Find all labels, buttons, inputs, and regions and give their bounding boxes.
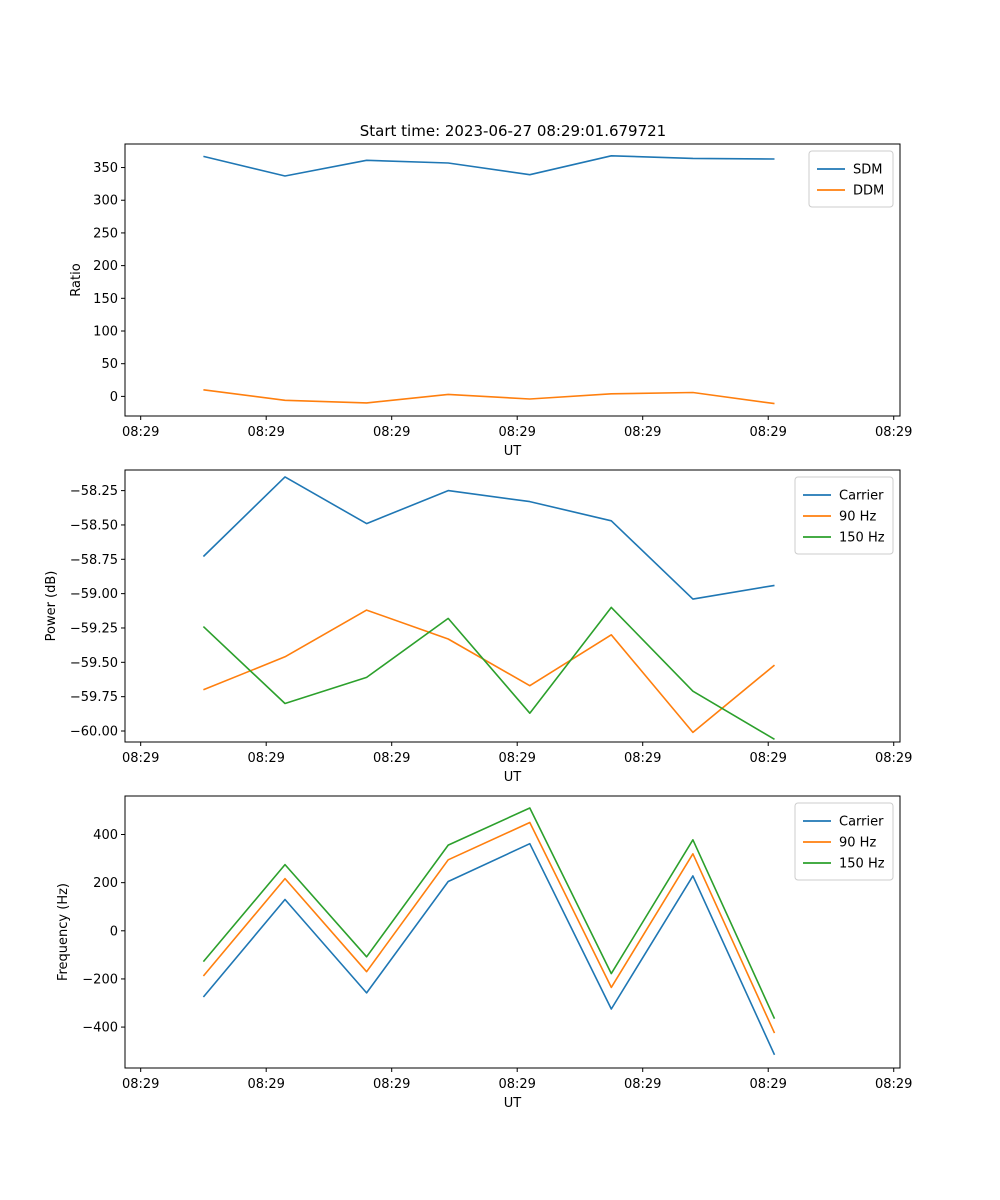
- panel-3-y-tick-label: −200: [82, 972, 118, 987]
- panel-2-x-tick-label: 08:29: [498, 751, 535, 766]
- panel-3-x-tick-label: 08:29: [247, 1077, 284, 1092]
- panel-2-y-tick-label: −59.25: [70, 621, 118, 636]
- panel-2-series-90-hz: [203, 609, 776, 734]
- panel-2-x-tick-label: 08:29: [122, 751, 159, 766]
- panel-1-y-tick-label: 300: [93, 194, 118, 209]
- panel-2-legend-box: [794, 476, 894, 555]
- panel-3-legend: Carrier 90 Hz 150 Hz: [794, 802, 894, 881]
- panel-2-y-tick-label: −58.25: [70, 484, 118, 499]
- panel-2-y-tick-label: −59.50: [70, 656, 118, 671]
- panel-3-x-tick-label: 08:29: [624, 1077, 661, 1092]
- panel-1-legend: SDM DDM: [808, 150, 894, 208]
- panel-3-legend-label-90-hz: 90 Hz: [839, 836, 876, 851]
- panel-2-y-tick-label: −59.00: [70, 587, 118, 602]
- panel-3-series-150-hz: [202, 807, 776, 1020]
- panel-1-y-tick-label: 250: [93, 226, 118, 241]
- panel-1-x-tick-label: 08:29: [749, 425, 786, 440]
- panel-2-y-tick-label: −58.50: [70, 518, 118, 533]
- figure-title: Start time: 2023-06-27 08:29:01.679721: [360, 122, 666, 140]
- panel-3-series-90-hz: [202, 821, 776, 1034]
- panel-2-x-tick-label: 08:29: [875, 751, 912, 766]
- panel-1-x-tick-label: 08:29: [624, 425, 661, 440]
- panel-1-legend-box: [808, 150, 894, 208]
- panel-3-y-axis-label: Frequency (Hz): [56, 883, 71, 981]
- panel-2-y-tick-label: −59.75: [70, 690, 118, 705]
- panel-3-x-tick-label: 08:29: [498, 1077, 535, 1092]
- panel-1-y-axis-label: Ratio: [69, 263, 84, 296]
- panel-2: 08:2908:2908:2908:2908:2908:2908:2908:30…: [44, 469, 912, 785]
- panel-2-y-tick-label: −58.75: [70, 553, 118, 568]
- panel-2-legend-label-90-hz: 90 Hz: [839, 510, 876, 525]
- panel-3-series-carrier: [202, 842, 776, 1056]
- panel-1-x-axis-label: UT: [504, 444, 522, 459]
- panel-2-x-tick-label: 08:29: [624, 751, 661, 766]
- panel-2-legend: Carrier 90 Hz 150 Hz: [794, 476, 894, 555]
- panel-3-x-tick-label: 08:29: [875, 1077, 912, 1092]
- panel-1-x-tick-label: 08:29: [122, 425, 159, 440]
- panel-2-x-tick-label: 08:29: [373, 751, 410, 766]
- panel-2-y-axis-label: Power (dB): [44, 571, 59, 642]
- panel-1-x-tick-label: 08:29: [875, 425, 912, 440]
- panel-2-axes-frame: [124, 469, 901, 743]
- panel-2-y-tick-label: −60.00: [70, 725, 118, 740]
- panel-2-x-tick-label: 08:29: [749, 751, 786, 766]
- panel-2-series-carrier: [202, 476, 775, 600]
- panel-3-y-tick-label: −400: [82, 1021, 118, 1036]
- panel-1-y-tick-label: 200: [93, 259, 118, 274]
- panel-1-x-tick-label: 08:29: [247, 425, 284, 440]
- panel-1-legend-label-sdm: SDM: [853, 163, 882, 178]
- panel-3-legend-box: [794, 802, 894, 881]
- panel-1: 08:2908:2908:2908:2908:2908:2908:2908:30…: [69, 143, 912, 459]
- panel-1-x-tick-label: 08:29: [373, 425, 410, 440]
- panel-3-y-tick-label: 400: [93, 828, 118, 843]
- panel-1-y-tick-label: 150: [93, 292, 118, 307]
- panel-3-x-tick-label: 08:29: [373, 1077, 410, 1092]
- panel-3-x-tick-label: 08:29: [749, 1077, 786, 1092]
- panel-1-y-tick-label: 0: [110, 390, 118, 405]
- panel-1-y-tick-label: 100: [93, 325, 118, 340]
- panel-3: 08:2908:2908:2908:2908:2908:2908:2908:30…: [56, 795, 912, 1111]
- panel-1-legend-label-ddm: DDM: [853, 184, 884, 199]
- panel-3-y-tick-label: 200: [93, 876, 118, 891]
- panel-3-y-tick-label: 0: [110, 924, 118, 939]
- panel-1-series-ddm: [203, 389, 775, 405]
- panel-3-legend-label-150-hz: 150 Hz: [839, 857, 885, 872]
- panel-3-legend-label-carrier: Carrier: [839, 815, 884, 830]
- panel-1-y-tick-label: 350: [93, 161, 118, 176]
- panel-2-x-axis-label: UT: [504, 770, 522, 785]
- panel-2-series-150-hz: [202, 606, 775, 740]
- panels: 08:2908:2908:2908:2908:2908:2908:2908:30…: [44, 143, 912, 1111]
- panel-1-y-tick-label: 50: [101, 357, 118, 372]
- panel-2-x-tick-label: 08:29: [247, 751, 284, 766]
- panel-3-axes-frame: [124, 795, 901, 1069]
- panel-3-x-tick-label: 08:29: [122, 1077, 159, 1092]
- panel-1-series-sdm: [203, 155, 775, 177]
- panel-2-legend-label-150-hz: 150 Hz: [839, 531, 885, 546]
- panel-1-axes-frame: [124, 143, 901, 417]
- panel-2-legend-label-carrier: Carrier: [839, 489, 884, 504]
- panel-3-x-axis-label: UT: [504, 1096, 522, 1111]
- panel-1-x-tick-label: 08:29: [498, 425, 535, 440]
